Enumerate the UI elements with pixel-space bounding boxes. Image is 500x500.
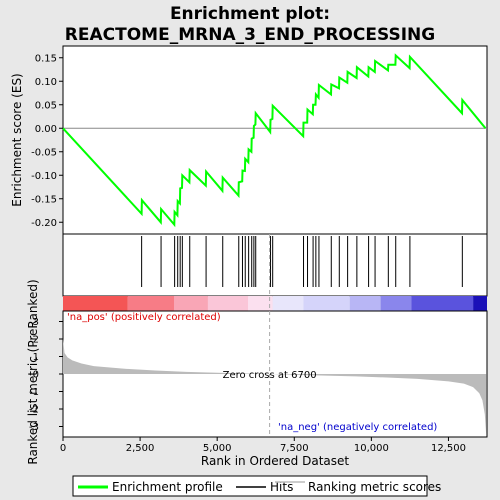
- chart-title-line1: Enrichment plot:: [170, 4, 330, 24]
- es-panel: [62, 45, 488, 235]
- color-bar-segment: [272, 296, 304, 311]
- rank-y-axis-label: Ranked list metric (PreRanked): [26, 279, 40, 464]
- negative-correlation-label: 'na_neg' (negatively correlated): [278, 422, 437, 433]
- legend-metric-label: Ranking metric scores: [308, 480, 441, 494]
- rank-ytick-label: 0: [33, 370, 39, 381]
- legend: Enrichment profile Hits Ranking metric s…: [72, 475, 441, 497]
- color-bar-segment: [303, 296, 350, 311]
- color-bar-segment: [380, 296, 412, 311]
- chart-title-line2: REACTOME_MRNA_3_END_PROCESSING: [65, 25, 435, 45]
- rank-ytick-label: 3: [33, 317, 39, 328]
- xtick-label: 10,000: [354, 443, 389, 454]
- color-bar-segment: [248, 296, 273, 311]
- xtick-label: 12,500: [431, 443, 466, 454]
- color-bar-segment: [63, 296, 128, 311]
- es-ytick-label: 0.00: [35, 124, 57, 135]
- es-ytick-label: -0.15: [31, 194, 57, 205]
- positive-correlation-label: 'na_pos' (positively correlated): [67, 312, 221, 323]
- es-ytick-label: -0.05: [31, 147, 57, 158]
- rank-ytick-label: 2: [33, 335, 39, 346]
- legend-hits-label: Hits: [270, 480, 293, 494]
- color-bar-segment: [174, 296, 208, 311]
- xtick-label: 5,000: [203, 443, 232, 454]
- color-bar-segment: [127, 296, 175, 311]
- x-axis-label: Rank in Ordered Dataset: [201, 454, 349, 468]
- xtick-label: 2,500: [126, 443, 155, 454]
- hits-panel: [62, 233, 488, 297]
- es-ytick-label: 0.05: [35, 100, 57, 111]
- legend-enrichment-label: Enrichment profile: [112, 480, 223, 494]
- color-bar-segment: [411, 296, 474, 311]
- zero-cross-label: Zero cross at 6700: [223, 370, 317, 381]
- enrichment-profile-line: [62, 53, 487, 228]
- rank-ytick-label: -3: [29, 422, 39, 433]
- color-bar-segment: [473, 296, 487, 311]
- es-y-axis-label: Enrichment score (ES): [10, 73, 24, 206]
- color-bar-segment: [349, 296, 381, 311]
- es-ytick-label: -0.10: [31, 171, 57, 182]
- rank-ytick-label: -1: [29, 387, 39, 398]
- rank-ytick-label: 1: [33, 352, 39, 363]
- rank-ytick-label: -2: [29, 405, 39, 416]
- xtick-label: 7,500: [280, 443, 309, 454]
- es-ytick-label: 0.15: [35, 53, 57, 64]
- es-ytick-label: 0.10: [35, 77, 57, 88]
- color-bar-segment: [207, 296, 249, 311]
- es-ytick-label: -0.20: [31, 218, 57, 229]
- xtick-label: 0: [60, 443, 66, 454]
